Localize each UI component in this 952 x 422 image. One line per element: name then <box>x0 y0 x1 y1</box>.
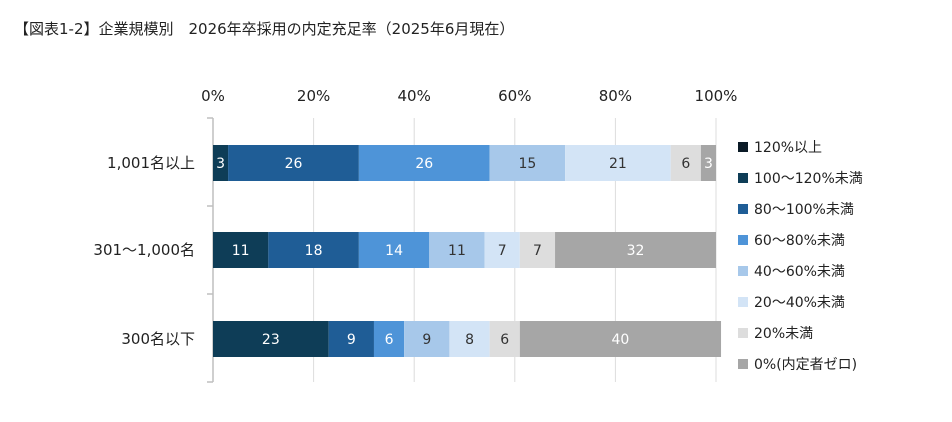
data-label: 6 <box>500 332 509 348</box>
data-label: 8 <box>465 332 474 348</box>
legend-label: 20～40%未満 <box>754 295 845 311</box>
bar-segment <box>404 321 450 357</box>
data-label: 9 <box>347 332 356 348</box>
bar-segment <box>449 321 490 357</box>
data-label: 40 <box>612 332 630 348</box>
legend-label: 100～120%未満 <box>754 171 863 187</box>
bar-segment <box>670 145 701 181</box>
bar-segment <box>700 145 716 181</box>
bar-segment <box>328 321 374 357</box>
bar-segment <box>429 232 485 268</box>
data-label: 26 <box>415 156 433 172</box>
data-label: 7 <box>498 243 507 259</box>
data-label: 26 <box>285 156 303 172</box>
legend-swatch <box>738 266 748 276</box>
data-label: 3 <box>216 156 225 172</box>
data-label: 32 <box>627 243 645 259</box>
bar-segment <box>489 145 566 181</box>
category-label: 300名以下 <box>121 330 195 348</box>
data-label: 21 <box>609 156 627 172</box>
legend-label: 80～100%未満 <box>754 202 854 218</box>
data-label: 6 <box>385 332 394 348</box>
data-label: 15 <box>518 156 536 172</box>
legend-label: 60～80%未満 <box>754 233 845 249</box>
bar-segment <box>484 232 520 268</box>
bar-segment <box>555 232 716 268</box>
chart-title: 【図表1-2】企業規模別 2026年卒採用の内定充足率（2025年6月現在） <box>14 20 515 38</box>
legend-swatch <box>738 204 748 214</box>
x-axis-ticks: 0% 20% 40% 60% 80% 100% <box>201 87 737 105</box>
legend-label: 120%以上 <box>754 140 822 156</box>
legend-swatch <box>738 297 748 307</box>
x-tick-label: 0% <box>201 87 225 105</box>
legend-label: 0%(内定者ゼロ) <box>754 357 857 373</box>
bar-segment <box>213 321 329 357</box>
bar-segment <box>519 321 722 357</box>
data-label: 11 <box>232 243 250 259</box>
x-tick-label: 40% <box>398 87 431 105</box>
bar-segment <box>268 232 359 268</box>
legend-swatch <box>738 142 748 152</box>
data-label: 6 <box>681 156 690 172</box>
x-tick-label: 20% <box>297 87 330 105</box>
data-label: 7 <box>533 243 542 259</box>
legend-swatch <box>738 359 748 369</box>
x-tick-label: 100% <box>695 87 738 105</box>
bar-segment <box>358 232 430 268</box>
legend-label: 20%未満 <box>754 326 813 342</box>
bar-segment <box>373 321 405 357</box>
bar-segment <box>213 145 229 181</box>
data-label: 14 <box>385 243 403 259</box>
legend-swatch <box>738 328 748 338</box>
category-labels: 1,001名以上 301～1,000名 300名以下 <box>93 154 195 348</box>
data-label: 23 <box>262 332 280 348</box>
data-label: 9 <box>422 332 431 348</box>
data-label: 3 <box>704 156 713 172</box>
legend-swatch <box>738 173 748 183</box>
legend: 120%以上 100～120%未満 80～100%未満 60～80%未満 40～60%未… <box>738 140 863 373</box>
legend-label: 40～60%未満 <box>754 264 845 280</box>
category-label: 1,001名以上 <box>107 154 195 172</box>
bar-segment <box>519 232 556 268</box>
bar-segment <box>213 232 269 268</box>
x-tick-label: 60% <box>498 87 531 105</box>
category-label: 301～1,000名 <box>93 241 195 259</box>
bar-segment <box>565 145 671 181</box>
bar-segment <box>228 145 359 181</box>
data-label: 18 <box>305 243 323 259</box>
legend-swatch <box>738 235 748 245</box>
bar-segment <box>489 321 520 357</box>
x-tick-label: 80% <box>599 87 632 105</box>
data-label: 11 <box>448 243 466 259</box>
bar-segment <box>358 145 490 181</box>
